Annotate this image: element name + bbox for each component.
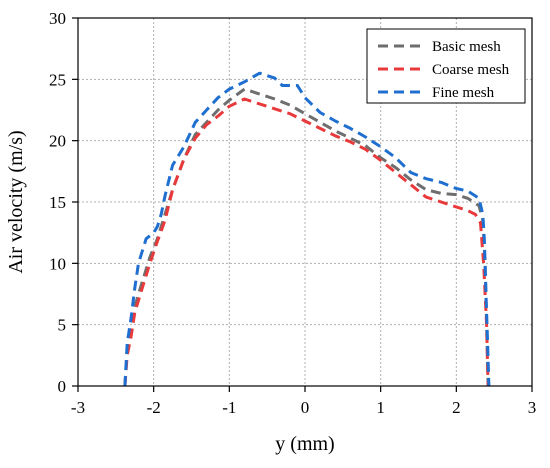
x-tick-label: 1 bbox=[376, 398, 385, 417]
x-tick-label: -3 bbox=[71, 398, 85, 417]
legend-label-basic: Basic mesh bbox=[432, 39, 501, 55]
series-line-fine bbox=[123, 71, 491, 387]
legend-box bbox=[366, 28, 526, 104]
x-tick-label: 0 bbox=[301, 398, 310, 417]
legend-label-fine: Fine mesh bbox=[432, 85, 495, 101]
legend-label-coarse: Coarse mesh bbox=[432, 62, 510, 78]
y-axis-title: Air velocity (m/s) bbox=[5, 130, 27, 273]
x-tick-label: -1 bbox=[222, 398, 236, 417]
series-line-coarse bbox=[123, 97, 490, 387]
y-tick-label: 20 bbox=[49, 132, 66, 151]
legend: Basic mesh Coarse mesh Fine mesh bbox=[366, 28, 526, 104]
series-lines bbox=[123, 71, 491, 387]
y-tick-label: 15 bbox=[49, 193, 66, 212]
x-tick-label: -2 bbox=[147, 398, 161, 417]
y-tick-label: 0 bbox=[58, 377, 67, 396]
series-line-basic bbox=[123, 87, 490, 387]
y-tick-label: 5 bbox=[58, 316, 67, 335]
y-tick-label: 30 bbox=[49, 9, 66, 28]
x-tick-label: 2 bbox=[452, 398, 461, 417]
y-tick-label: 10 bbox=[49, 254, 66, 273]
x-axis-title: y (mm) bbox=[275, 433, 334, 455]
x-tick-label: 3 bbox=[528, 398, 537, 417]
y-tick-label: 25 bbox=[49, 70, 66, 89]
